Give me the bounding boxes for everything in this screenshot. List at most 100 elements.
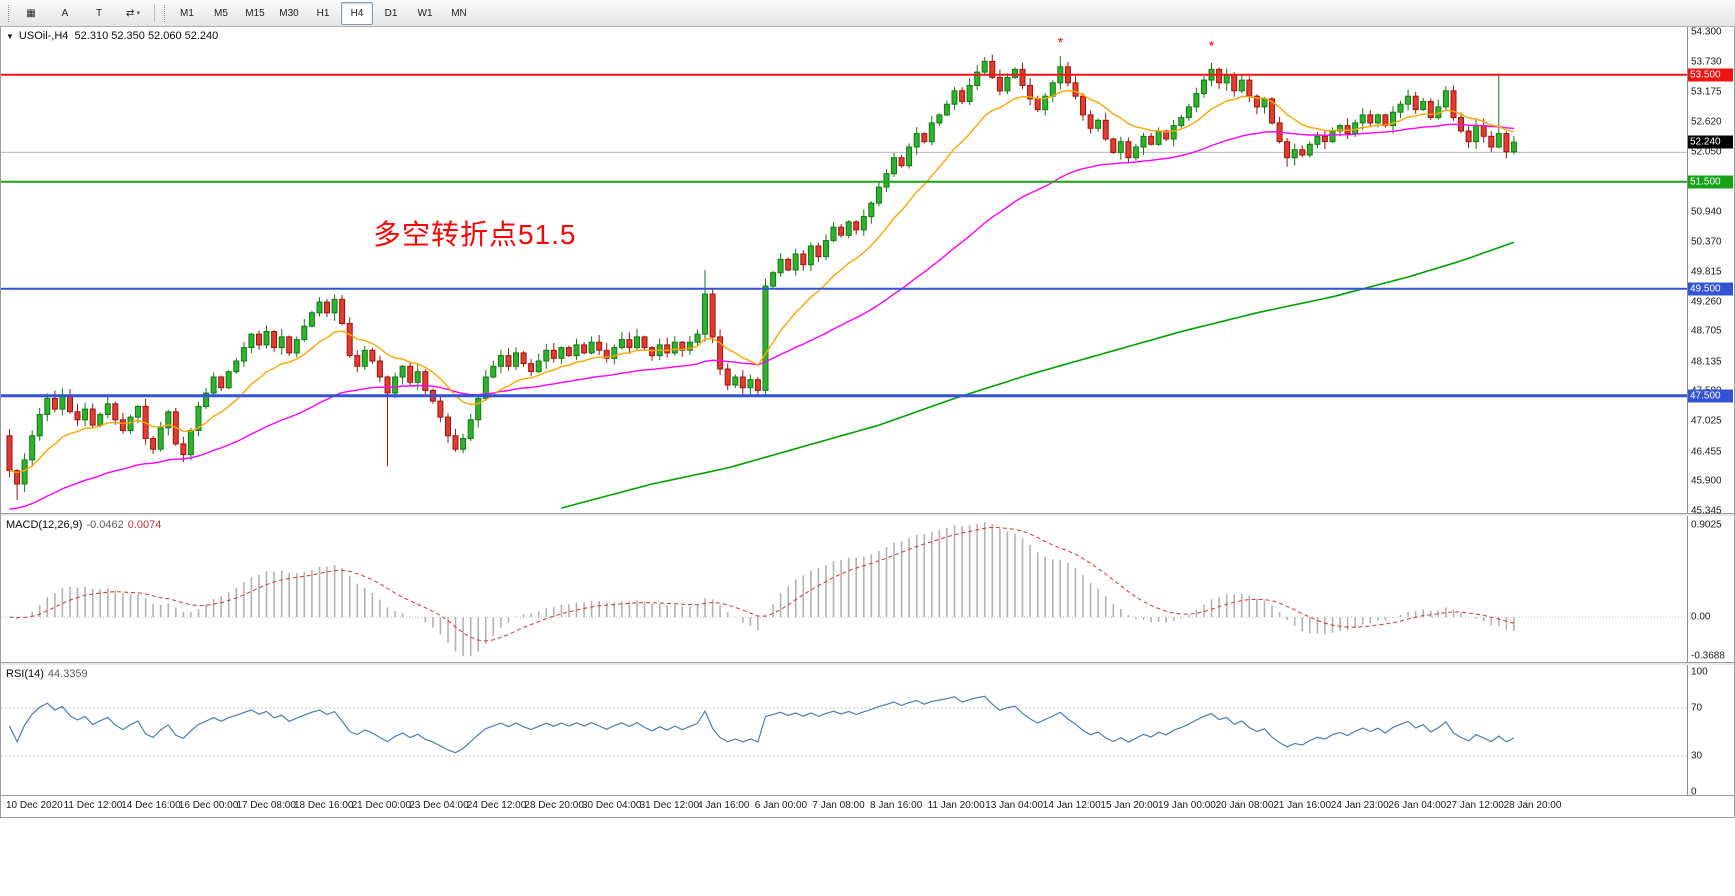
price-axis-label: 49.815 — [1691, 266, 1722, 278]
price-badge-51.500: 51.500 — [1688, 175, 1733, 189]
timeframe-button-h4[interactable]: H4 — [341, 1, 373, 25]
price-axis-label: 45.900 — [1691, 475, 1722, 487]
time-axis-label: 15 Jan 20:00 — [1100, 800, 1159, 811]
toolbar-grip[interactable] — [5, 4, 9, 22]
time-axis-label: 6 Jan 00:00 — [754, 800, 808, 811]
annotation-letter-a-icon[interactable]: A — [61, 7, 69, 19]
price-badge-49.500: 49.500 — [1688, 282, 1733, 296]
price-axis-label: 46.455 — [1691, 446, 1722, 458]
time-axis-label: 27 Jan 12:00 — [1446, 800, 1504, 811]
time-axis-label: 28 Jan 20:00 — [1503, 800, 1562, 811]
time-axis-label: 11 Dec 12:00 — [63, 800, 123, 811]
symbol-ohlc-label: ▼ USOil-,H4 52.310 52.350 52.060 52.240 — [6, 30, 218, 42]
symbol-ohlc-text: USOil-,H4 52.310 52.350 52.060 52.240 — [18, 30, 219, 42]
rsi-axis-label: 30 — [1691, 750, 1703, 762]
rsi-title: RSI(14) — [6, 668, 44, 680]
toolbar: ▦ A T ⇄ ▾ M1 M5 M15 M30 H1 H4 D1 W1 MN — [0, 0, 1735, 27]
toolbar-separator — [154, 4, 155, 22]
chart-window: * * ▼ USOil-,H4 52.310 52.350 52.060 52.2… — [0, 27, 1735, 818]
rsi-axis[interactable]: 100 70 30 0 — [1687, 665, 1734, 798]
one-click-trading-toggle-icon[interactable]: ▼ — [6, 31, 14, 41]
time-axis-label: 4 Jan 16:00 — [697, 800, 750, 811]
macd-canvas[interactable] — [1, 516, 1687, 662]
main-chart-canvas[interactable]: * * — [1, 27, 1687, 513]
panel-separator-1[interactable] — [1, 513, 1734, 516]
time-axis-label: 31 Dec 12:00 — [639, 800, 700, 811]
time-axis-label: 30 Dec 04:00 — [582, 800, 642, 811]
price-axis-label: 49.260 — [1691, 296, 1722, 308]
price-axis-label: 48.705 — [1691, 325, 1722, 337]
timeframe-button-m5[interactable]: M5 — [214, 7, 228, 19]
timeframe-button-m1[interactable]: M1 — [180, 7, 194, 19]
panel-separator-2[interactable] — [1, 662, 1734, 665]
price-axis-label: 48.135 — [1691, 356, 1722, 368]
chart-grid-icon[interactable]: ▦ — [26, 7, 36, 19]
price-axis-label: 53.175 — [1691, 86, 1722, 98]
rsi-axis-label: 0 — [1691, 786, 1697, 798]
timeframe-button-mn[interactable]: MN — [451, 7, 467, 19]
time-axis-label: 28 Dec 20:00 — [524, 800, 584, 811]
price-axis[interactable]: 54.300 53.730 53.175 52.620 52.050 50.940 50.3… — [1687, 26, 1734, 517]
time-axis-label: 16 Dec 00:00 — [178, 800, 239, 811]
trend-note-annotation: 多空转折点51.5 — [373, 219, 577, 250]
macd-signal-value: 0.0074 — [127, 519, 162, 531]
time-axis-label: 23 Dec 04:00 — [409, 800, 469, 811]
price-axis-label: 52.620 — [1691, 116, 1722, 128]
time-axis-label: 17 Dec 08:00 — [236, 800, 296, 811]
timeframe-button-m15[interactable]: M15 — [245, 7, 265, 19]
rsi-canvas[interactable] — [1, 665, 1687, 795]
time-axis-label: 24 Jan 23:00 — [1330, 800, 1389, 811]
toolbar-icon-group: ▦ A T ⇄ ▾ — [14, 2, 150, 25]
price-axis-label: 54.300 — [1691, 26, 1722, 38]
timeframe-button-d1[interactable]: D1 — [384, 7, 398, 19]
mt4-window: ▦ A T ⇄ ▾ M1 M5 M15 M30 H1 H4 D1 W1 MN * * ▼ USOil-,H… — [0, 0, 1735, 818]
time-axis-label: 19 Jan 00:00 — [1158, 800, 1216, 811]
time-axis-label: 8 Jan 16:00 — [870, 800, 923, 811]
price-badge-47.500: 47.500 — [1688, 389, 1733, 403]
object-cycle-icon[interactable]: ⇄ ▾ — [126, 7, 140, 19]
price-axis-label: 45.345 — [1691, 505, 1722, 517]
price-axis-label: 47.025 — [1691, 415, 1722, 427]
rsi-axis-label: 70 — [1691, 702, 1703, 714]
price-axis-label: 50.940 — [1691, 206, 1722, 218]
time-axis-label: 26 Jan 04:00 — [1388, 800, 1447, 811]
main-chart-panel: * * ▼ USOil-,H4 52.310 52.350 52.060 52.2… — [1, 26, 1734, 517]
time-axis-label: 7 Jan 08:00 — [812, 800, 865, 811]
time-axis-label: 20 Jan 08:00 — [1215, 800, 1274, 811]
time-axis-label: 13 Jan 04:00 — [985, 800, 1044, 811]
time-axis-label: 14 Jan 12:00 — [1042, 800, 1101, 811]
timeframe-button-h1[interactable]: H1 — [316, 7, 330, 19]
text-tool-icon[interactable]: T — [95, 7, 103, 19]
rsi-panel: RSI(14) 44.3359 100 70 30 0 — [1, 665, 1734, 798]
macd-title: MACD(12,26,9) — [6, 519, 83, 531]
time-axis-label: 21 Dec 00:00 — [351, 800, 412, 811]
rsi-label: RSI(14) 44.3359 — [6, 668, 88, 680]
price-axis-label: 53.730 — [1691, 56, 1722, 68]
macd-main-value: -0.0462 — [86, 519, 124, 531]
macd-axis-max: 0.9025 — [1691, 519, 1722, 531]
time-axis[interactable]: 10 Dec 2020 11 Dec 12:00 14 Dec 16:00 16 De… — [1, 795, 1734, 817]
timeframe-button-m30[interactable]: M30 — [279, 7, 299, 19]
time-axis-label: 21 Jan 16:00 — [1273, 800, 1332, 811]
macd-panel: MACD(12,26,9) -0.0462 0.0074 0.9025 0.00 -… — [1, 516, 1734, 662]
time-axis-label: 14 Dec 16:00 — [121, 800, 181, 811]
svg-text:*: * — [1209, 38, 1215, 54]
svg-text:*: * — [1058, 34, 1064, 50]
timeframe-button-group: M1 M5 M15 M30 H1 H4 D1 W1 MN — [170, 1, 476, 25]
rsi-value: 44.3359 — [47, 668, 88, 680]
macd-label: MACD(12,26,9) -0.0462 0.0074 — [6, 519, 161, 531]
price-badge-52.240: 52.240 — [1688, 135, 1733, 149]
toolbar-grip-2[interactable] — [161, 4, 165, 22]
macd-axis[interactable]: 0.9025 0.00 -0.3688 — [1687, 516, 1734, 662]
price-axis-label: 50.370 — [1691, 236, 1722, 248]
time-axis-label: 10 Dec 2020 — [6, 800, 63, 811]
timeframe-button-w1[interactable]: W1 — [417, 7, 433, 19]
price-axis-label: 52.050 — [1691, 146, 1722, 158]
price-badge-53.500: 53.500 — [1688, 68, 1733, 82]
time-axis-label: 24 Dec 12:00 — [466, 800, 527, 811]
time-axis-label: 11 Jan 20:00 — [927, 800, 985, 811]
time-axis-label: 18 Dec 16:00 — [294, 800, 354, 811]
rsi-axis-label: 100 — [1691, 666, 1708, 678]
macd-axis-min: -0.3688 — [1691, 650, 1725, 662]
macd-axis-zero: 0.00 — [1691, 611, 1711, 623]
